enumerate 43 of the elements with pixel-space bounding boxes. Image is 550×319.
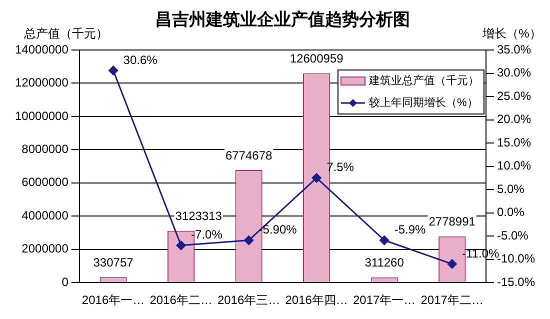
- y2-tick-label: 20.0%: [496, 112, 532, 126]
- legend-label: 建筑业总产值（千元）: [368, 74, 479, 88]
- data-label: 3123313: [175, 209, 222, 224]
- x-tick-label: 2017年一…: [352, 293, 416, 308]
- y-tick-label: 12000000: [15, 76, 69, 90]
- y-tick-label: 4000000: [22, 208, 69, 222]
- y2-tick-label: 30.0%: [496, 66, 532, 80]
- x-tick-label: 2016年一…: [82, 293, 145, 308]
- y2-tick-label: -5.0%: [496, 228, 529, 242]
- y2-tick-label: 15.0%: [496, 135, 532, 150]
- y-tick-label: 0: [62, 274, 69, 289]
- point: [108, 66, 118, 76]
- y-tick-label: 2000000: [22, 242, 69, 256]
- x-tick-label: 2016年三…: [217, 293, 280, 308]
- y2-tick-label: 0.0%: [496, 205, 525, 220]
- data-label: 2778991: [428, 214, 476, 229]
- legend-label: 较上年同期增长（%）: [368, 96, 478, 110]
- point: [176, 240, 186, 250]
- y-axis-title: 总产值（千元）: [23, 26, 108, 40]
- data-label: 330757: [93, 255, 134, 270]
- y-tick-label: 8000000: [22, 142, 69, 156]
- y-tick-label: 6000000: [22, 175, 69, 190]
- y2-tick-label: 10.0%: [496, 158, 532, 173]
- y-tick-label: 10000000: [15, 108, 69, 123]
- x-tick-label: 2016年四…: [285, 293, 348, 308]
- data-label: 12600959: [290, 52, 344, 66]
- y2-tick-label: 5.0%: [496, 182, 525, 196]
- point: [380, 236, 390, 246]
- y2-tick-label: 25.0%: [496, 88, 532, 103]
- point: [447, 259, 457, 269]
- y2-axis-title: 增长（%）: [482, 26, 542, 40]
- y2-tick-label: 35.0%: [496, 42, 532, 56]
- data-label: 6774678: [225, 148, 272, 162]
- point: [244, 236, 254, 246]
- x-tick-label: 2016年二…: [150, 293, 212, 308]
- point: [312, 173, 322, 183]
- data-label: 311260: [364, 256, 404, 270]
- y2-tick-label: -15.0%: [496, 274, 536, 289]
- chart-title: 昌吉州建筑业企业产值趋势分析图: [155, 10, 410, 30]
- data-label: 30.6%: [123, 52, 158, 67]
- data-label: -5.9%: [394, 222, 426, 237]
- y-tick-label: 14000000: [15, 42, 69, 56]
- x-tick-label: 2017年二…: [420, 293, 484, 308]
